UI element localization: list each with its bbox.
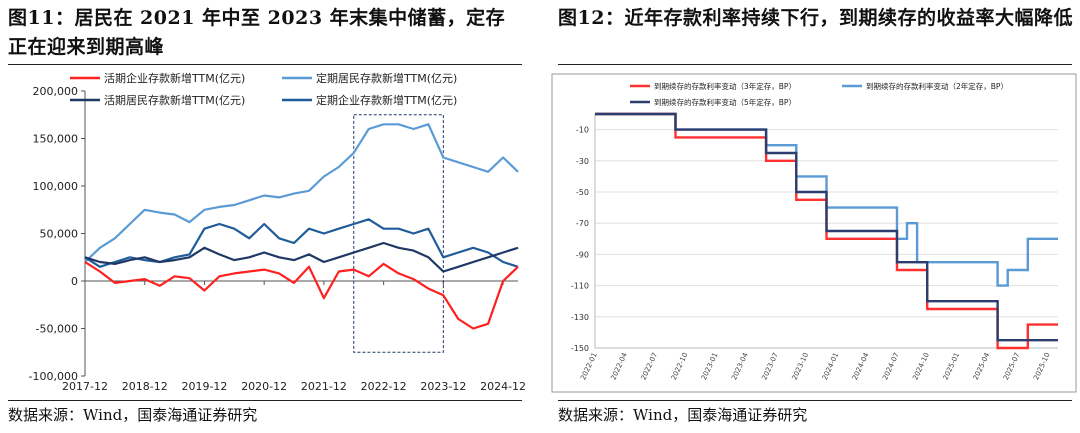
legend-label: 到期续存的存款利率变动（5年定存，BP）	[654, 97, 796, 107]
figure-11-source: 数据来源：Wind，国泰海通证券研究	[8, 406, 258, 424]
x-tick-label: 2022-12	[361, 380, 407, 393]
legend-label: 定期企业存款新增TTM(亿元)	[316, 93, 457, 107]
legend-label: 到期续存的存款利率变动（2年定存，BP）	[866, 81, 1008, 91]
y-tick-label: -100,000	[29, 370, 78, 383]
x-tick-label: 2024-01	[821, 351, 841, 381]
figure-12-title: 图12：近年存款利率持续下行，到期续存的收益率大幅降低	[558, 7, 1073, 29]
y-tick-label: -90	[576, 250, 589, 259]
y-tick-label: 150,000	[33, 133, 79, 146]
y-tick-label: 200,000	[33, 85, 79, 98]
x-tick-label: 2024-12	[480, 380, 526, 393]
title-rule	[8, 64, 522, 65]
x-tick-label: 2025-01	[942, 351, 962, 381]
x-tick-label: 2023-12	[420, 380, 466, 393]
chart-frame	[551, 73, 1077, 393]
figure-11-title: 图11：居民在 2021 年中至 2023 年末集中储蓄，定存正在迎来到期高峰	[8, 7, 506, 58]
x-tick-label: 2025-07	[1002, 351, 1022, 381]
series-line	[84, 261, 519, 330]
x-tick-label: 2024-04	[851, 351, 871, 381]
series-line	[84, 241, 519, 273]
y-tick-label: 50,000	[40, 228, 79, 241]
x-tick-label: 2019-12	[181, 380, 227, 393]
figure-12: 图12：近年存款利率持续下行，到期续存的收益率大幅降低 -10 -30 -50 -70…	[550, 0, 1080, 433]
y-tick-label: -150	[571, 344, 589, 353]
highlight-box	[353, 114, 444, 353]
series-line	[595, 112, 1058, 342]
x-tick-label: 2023-07	[760, 351, 780, 381]
series-line	[595, 112, 1058, 350]
figure-11: 图11：居民在 2021 年中至 2023 年末集中储蓄，定存正在迎来到期高峰 …	[0, 0, 530, 433]
legend-label: 定期居民存款新增TTM(亿元)	[316, 71, 457, 85]
y-tick-label: -10	[576, 126, 589, 135]
title-rule	[558, 64, 1072, 65]
x-tick-label: 2020-12	[241, 380, 287, 393]
y-tick-label: 100,000	[33, 180, 79, 193]
y-tick-label: 0	[71, 275, 78, 288]
legend-label: 活期居民存款新增TTM(亿元)	[104, 93, 245, 107]
y-tick-label: -110	[571, 282, 589, 291]
x-tick-label: 2017-12	[62, 380, 108, 393]
figure-12-source: 数据来源：Wind，国泰海通证券研究	[558, 406, 808, 424]
x-tick-label: 2022-10	[670, 351, 690, 381]
x-tick-label: 2023-04	[730, 351, 750, 381]
x-tick-label: 2025-04	[972, 351, 992, 381]
y-tick-label: -130	[571, 313, 589, 322]
x-tick-label: 2025-10	[1032, 351, 1052, 381]
legend-label: 活期企业存款新增TTM(亿元)	[104, 71, 245, 85]
series-line	[84, 123, 519, 263]
x-tick-label: 2023-01	[700, 351, 720, 381]
x-tick-label: 2022-07	[640, 351, 660, 381]
source-rule	[558, 400, 1072, 401]
source-rule	[8, 400, 522, 401]
x-tick-label: 2024-07	[881, 351, 901, 381]
legend-label: 到期续存的存款利率变动（3年定存，BP）	[654, 81, 796, 91]
x-tick-label: 2023-10	[791, 351, 811, 381]
x-tick-label: 2022-01	[579, 351, 599, 381]
x-tick-label: 2022-04	[609, 351, 629, 381]
y-tick-label: -70	[576, 219, 589, 228]
x-tick-label: 2024-10	[911, 351, 931, 381]
x-tick-label: 2021-12	[301, 380, 347, 393]
x-tick-label: 2018-12	[122, 380, 168, 393]
y-tick-label: -50	[576, 188, 589, 197]
y-tick-label: -50,000	[36, 323, 78, 336]
y-tick-label: -30	[576, 157, 589, 166]
deposit-growth-chart: -100,000 -50,000 0 50,000 100,000 150,000 200,…	[29, 71, 527, 393]
